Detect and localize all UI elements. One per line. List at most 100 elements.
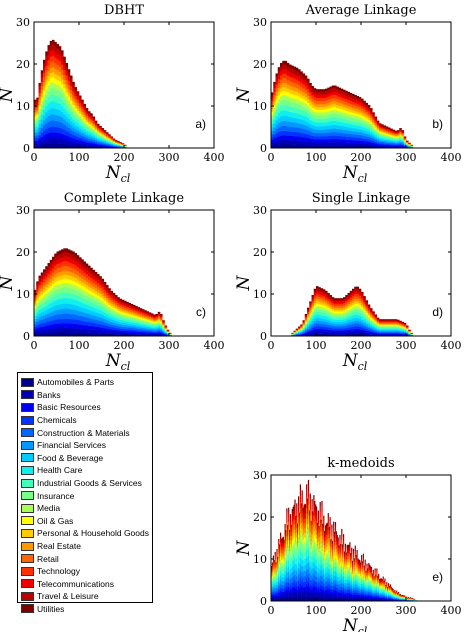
layer-segment	[101, 146, 105, 148]
layer-segment	[106, 134, 109, 136]
layer-segment	[334, 101, 337, 105]
layer-segment	[354, 110, 357, 114]
layer-segment	[74, 108, 78, 112]
layer-segment	[282, 597, 284, 602]
layer-segment	[72, 268, 75, 273]
layer-segment	[385, 134, 389, 137]
layer-segment	[379, 129, 382, 131]
layer-segment	[318, 291, 321, 295]
layer-segment	[63, 119, 66, 125]
layer-segment	[293, 127, 297, 133]
layer-segment	[74, 102, 78, 106]
layer-segment	[117, 319, 120, 322]
layer-segment	[379, 137, 382, 140]
layer-segment	[327, 299, 330, 302]
layer-segment	[47, 127, 51, 134]
layer-segment	[103, 322, 107, 326]
layer-segment	[272, 589, 274, 593]
layer-segment	[338, 132, 342, 137]
layer-segment	[81, 99, 84, 102]
layer-segment	[119, 334, 123, 337]
layer-segment	[304, 329, 308, 331]
layer-segment	[54, 332, 57, 337]
layer-segment	[296, 570, 298, 577]
layer-segment	[79, 264, 82, 269]
layer-segment	[151, 327, 154, 330]
layer-segment	[61, 122, 64, 129]
layer-segment	[277, 87, 281, 92]
layer-segment	[361, 305, 364, 308]
layer-segment	[280, 566, 283, 571]
layer-segment	[325, 292, 328, 296]
layer-segment	[280, 577, 283, 582]
layer-segment	[336, 332, 339, 335]
layer-segment	[280, 539, 282, 543]
layer-segment	[376, 322, 380, 324]
layer-segment	[144, 330, 147, 333]
layer-segment	[372, 331, 375, 333]
layer-segment	[365, 143, 369, 147]
layer-segment	[329, 92, 333, 96]
layer-segment	[298, 585, 300, 592]
layer-segment	[399, 327, 402, 329]
layer-segment	[90, 116, 93, 119]
layer-segment	[363, 304, 366, 307]
layer-segment	[392, 129, 396, 131]
layer-segment	[65, 126, 69, 132]
layer-segment	[54, 305, 57, 311]
layer-segment	[329, 128, 333, 133]
layer-segment	[49, 275, 53, 280]
layer-segment	[372, 134, 375, 137]
layer-segment	[40, 297, 44, 301]
layer-segment	[272, 598, 274, 602]
layer-segment	[52, 268, 55, 273]
layer-segment	[383, 136, 387, 139]
layer-segment	[157, 328, 161, 330]
layer-segment	[128, 334, 132, 337]
layer-segment	[356, 328, 360, 332]
layer-segment	[345, 325, 348, 329]
layer-segment	[370, 130, 373, 134]
layer-segment	[304, 78, 308, 83]
layer-segment	[352, 315, 355, 319]
layer-segment	[146, 329, 150, 332]
layer-segment	[291, 107, 294, 113]
layer-segment	[271, 97, 274, 101]
layer-segment	[381, 327, 384, 329]
layer-segment	[286, 517, 288, 523]
layer-segment	[54, 68, 57, 74]
layer-segment	[76, 291, 80, 296]
layer-segment	[101, 318, 105, 322]
layer-segment	[144, 315, 147, 317]
layer-segment	[112, 138, 116, 140]
layer-segment	[334, 120, 337, 125]
layer-segment	[363, 145, 366, 149]
layer-segment	[406, 146, 409, 148]
layer-segment	[52, 292, 55, 297]
layer-segment	[106, 142, 109, 144]
layer-segment	[397, 323, 400, 325]
layer-segment	[277, 112, 281, 119]
layer-segment	[36, 115, 39, 118]
layer-segment	[365, 312, 369, 315]
layer-segment	[394, 333, 398, 335]
layer-segment	[139, 309, 143, 311]
layer-segment	[278, 560, 280, 564]
layer-segment	[34, 109, 37, 113]
layer-segment	[285, 574, 287, 579]
layer-segment	[294, 544, 296, 551]
layer-segment	[112, 139, 116, 141]
layer-segment	[70, 304, 73, 310]
layer-segment	[63, 60, 66, 66]
layer-segment	[130, 327, 134, 330]
layer-segment	[343, 98, 346, 102]
layer-segment	[45, 287, 48, 291]
layer-segment	[271, 106, 274, 110]
layer-segment	[79, 272, 82, 278]
layer-segment	[54, 95, 57, 103]
layer-segment	[61, 279, 64, 284]
layer-segment	[47, 49, 51, 55]
layer-segment	[139, 312, 143, 314]
layer-segment	[166, 334, 170, 336]
layer-segment	[38, 127, 42, 132]
